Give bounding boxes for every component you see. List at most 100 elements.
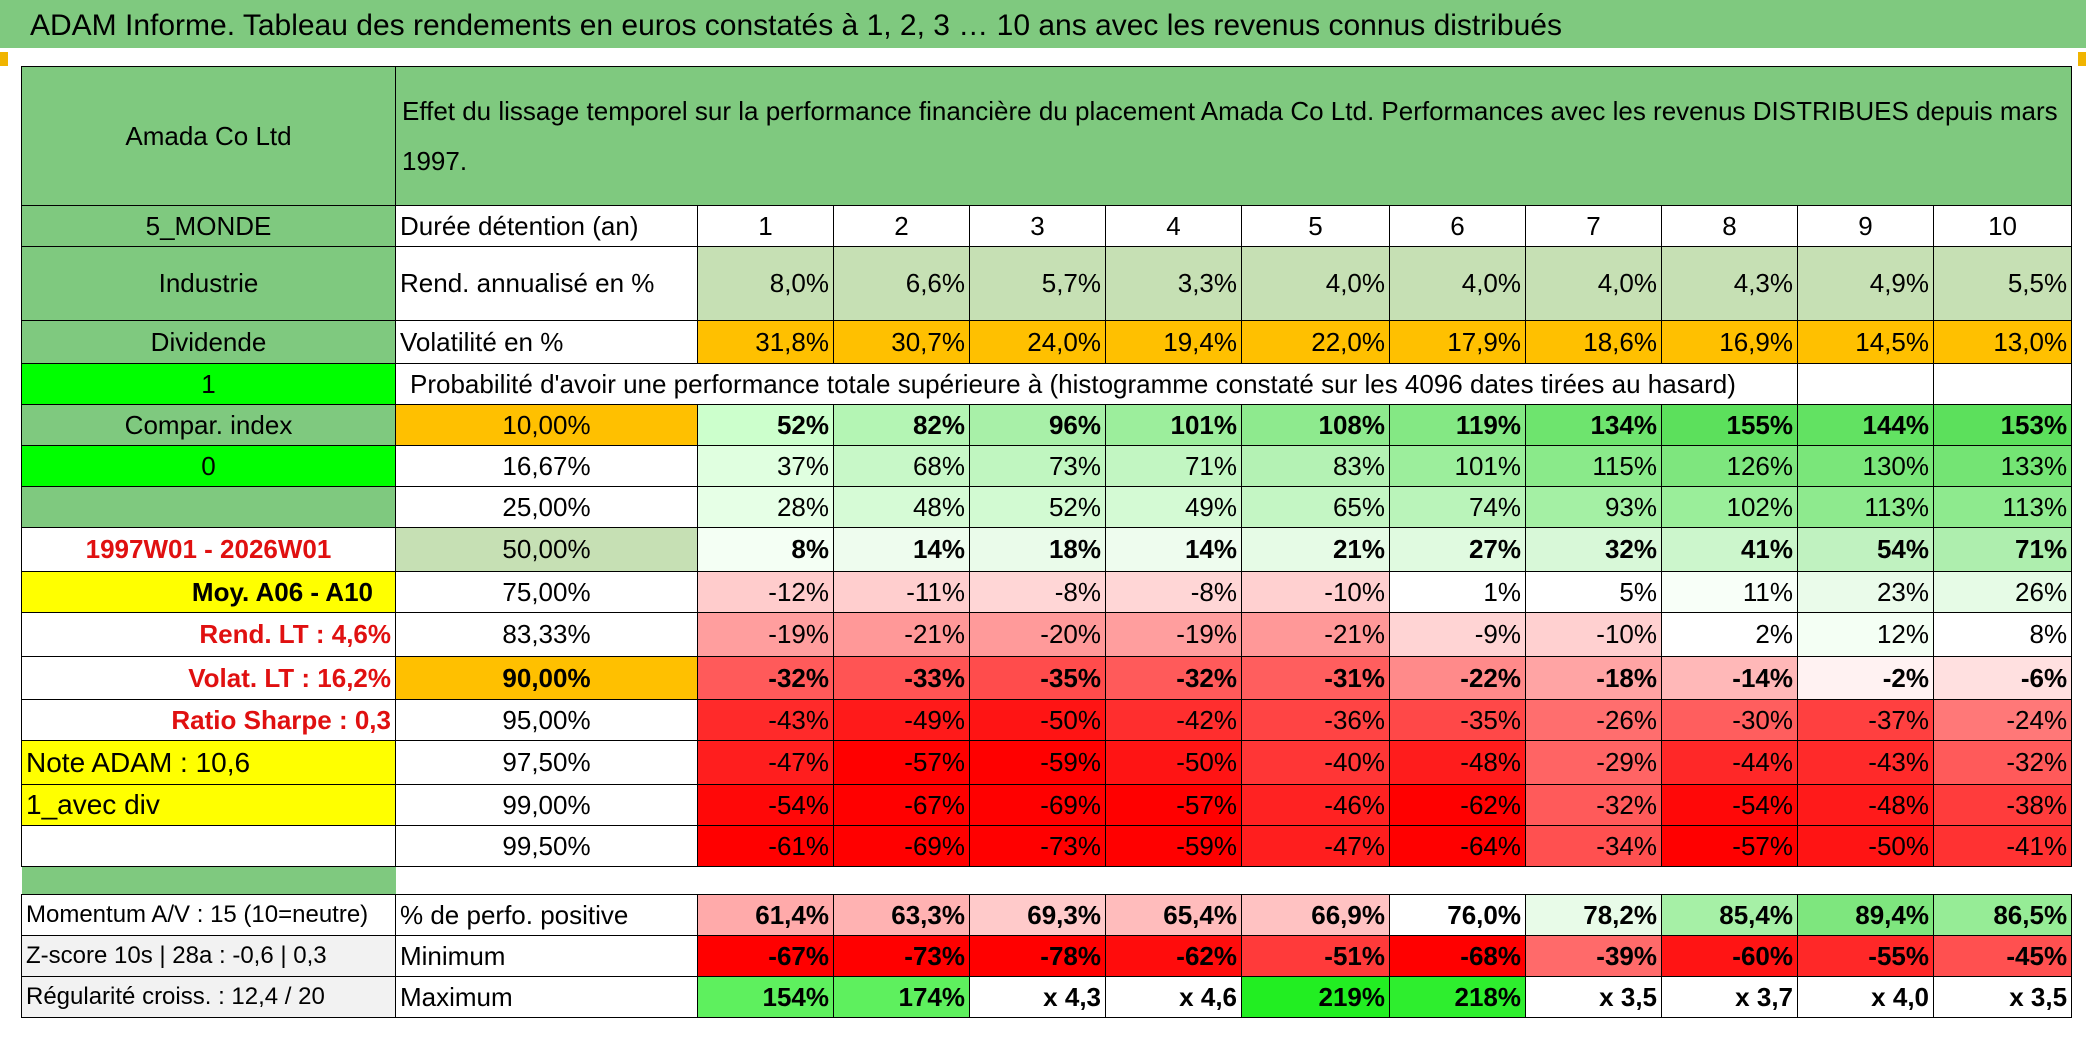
- probability-cell: 102%: [1661, 486, 1798, 528]
- probability-cell: -32%: [1525, 784, 1662, 826]
- minimum-cell: -39%: [1525, 935, 1662, 977]
- volatility-cell: 18,6%: [1525, 320, 1662, 364]
- probability-cell: 26%: [1932, 571, 2073, 613]
- probability-level: 99,50%: [395, 825, 698, 867]
- maximum-cell: 154%: [697, 976, 834, 1018]
- empty-cell: [1932, 363, 2073, 405]
- positive-performance-cell: 86,5%: [1932, 894, 2073, 936]
- probability-cell: -37%: [1797, 699, 1934, 741]
- probability-cell: -8%: [969, 571, 1106, 613]
- year-header: 1: [697, 205, 834, 247]
- probability-cell: 68%: [833, 445, 970, 487]
- probability-cell: 133%: [1932, 445, 2073, 487]
- probability-cell: 37%: [697, 445, 834, 487]
- probability-cell: -2%: [1797, 656, 1934, 700]
- probability-cell: -69%: [833, 825, 970, 867]
- volatility-cell: 24,0%: [969, 320, 1106, 364]
- minimum-cell: -55%: [1797, 935, 1934, 977]
- positive-performance-cell: 66,9%: [1241, 894, 1390, 936]
- probability-cell: 2%: [1661, 612, 1798, 657]
- probability-cell: 65%: [1241, 486, 1390, 528]
- volatility-cell: 14,5%: [1797, 320, 1934, 364]
- probability-cell: 28%: [697, 486, 834, 528]
- minimum-cell: -45%: [1932, 935, 2073, 977]
- probability-cell: -54%: [1661, 784, 1798, 826]
- period-label: 1997W01 - 2026W01: [21, 527, 396, 572]
- minimum-cell: -67%: [697, 935, 834, 977]
- zscore-label: Z-score 10s | 28a : -0,6 | 0,3: [21, 935, 396, 977]
- probability-cell: -33%: [833, 656, 970, 700]
- volatility-cell: 30,7%: [833, 320, 970, 364]
- probability-row: Compar. index 10,00% 52% 82% 96% 101% 10…: [21, 404, 2073, 446]
- probability-cell: 155%: [1661, 404, 1798, 446]
- probability-cell: -59%: [969, 740, 1106, 785]
- volatility-cell: 17,9%: [1389, 320, 1526, 364]
- probability-cell: -41%: [1932, 825, 2073, 867]
- probability-cell: 71%: [1105, 445, 1242, 487]
- probability-cell: -21%: [833, 612, 970, 657]
- probability-cell: -61%: [697, 825, 834, 867]
- maximum-cell: x 3,5: [1932, 976, 2073, 1018]
- probability-cell: -42%: [1105, 699, 1242, 741]
- probability-cell: 52%: [969, 486, 1106, 528]
- probability-cell: 134%: [1525, 404, 1662, 446]
- year-header: 5: [1241, 205, 1390, 247]
- probability-cell: 83%: [1241, 445, 1390, 487]
- minimum-cell: -51%: [1241, 935, 1390, 977]
- probability-cell: 21%: [1241, 527, 1390, 572]
- probability-row: Note ADAM : 10,6 97,50% -47% -57% -59% -…: [21, 740, 2073, 785]
- minimum-cell: -78%: [969, 935, 1106, 977]
- maximum-cell: 174%: [833, 976, 970, 1018]
- probability-row: Ratio Sharpe : 0,3 95,00% -43% -49% -50%…: [21, 699, 2073, 741]
- probability-cell: -46%: [1241, 784, 1390, 826]
- probability-level: 99,00%: [395, 784, 698, 826]
- probability-cell: -59%: [1105, 825, 1242, 867]
- probability-cell: -50%: [969, 699, 1106, 741]
- probability-cell: -6%: [1932, 656, 2073, 700]
- probability-cell: 130%: [1797, 445, 1934, 487]
- probability-cell: -44%: [1661, 740, 1798, 785]
- flag-zero-cell: 0: [21, 445, 396, 487]
- empty-green-cell: [21, 486, 396, 528]
- probability-cell: 108%: [1241, 404, 1390, 446]
- probability-cell: 48%: [833, 486, 970, 528]
- probability-cell: -10%: [1525, 612, 1662, 657]
- probability-cell: 74%: [1389, 486, 1526, 528]
- region-label: 5_MONDE: [21, 205, 396, 247]
- probability-cell: -14%: [1661, 656, 1798, 700]
- long-term-return-label: Rend. LT : 4,6%: [21, 612, 396, 657]
- positive-performance-cell: 85,4%: [1661, 894, 1798, 936]
- probability-cell: 18%: [969, 527, 1106, 572]
- probability-cell: -32%: [1105, 656, 1242, 700]
- year-header: 3: [969, 205, 1106, 247]
- probability-row: 1997W01 - 2026W01 50,00% 8% 14% 18% 14% …: [21, 527, 2073, 572]
- probability-cell: -11%: [833, 571, 970, 613]
- dividend-label: Dividende: [21, 320, 396, 364]
- probability-cell: 41%: [1661, 527, 1798, 572]
- minimum-cell: -68%: [1389, 935, 1526, 977]
- positive-performance-label: % de perfo. positive: [395, 894, 698, 936]
- probability-cell: -10%: [1241, 571, 1390, 613]
- positive-performance-cell: 76,0%: [1389, 894, 1526, 936]
- probability-cell: 14%: [1105, 527, 1242, 572]
- probability-cell: 11%: [1661, 571, 1798, 613]
- probability-cell: -48%: [1389, 740, 1526, 785]
- annualized-return-cell: 4,3%: [1661, 246, 1798, 321]
- long-term-volatility-label: Volat. LT : 16,2%: [21, 656, 396, 700]
- volatility-cell: 13,0%: [1932, 320, 2073, 364]
- probability-cell: -57%: [1661, 825, 1798, 867]
- maximum-cell: x 4,0: [1797, 976, 1934, 1018]
- probability-caption: Probabilité d'avoir une performance tota…: [395, 363, 1798, 405]
- probability-cell: -47%: [697, 740, 834, 785]
- dividend-mode-label: 1_avec div: [21, 784, 396, 826]
- probability-cell: -43%: [1797, 740, 1934, 785]
- year-header: 8: [1661, 205, 1798, 247]
- maximum-cell: 219%: [1241, 976, 1390, 1018]
- probability-level: 25,00%: [395, 486, 698, 528]
- volatility-cell: 22,0%: [1241, 320, 1390, 364]
- probability-cell: 32%: [1525, 527, 1662, 572]
- adam-score-label: Note ADAM : 10,6: [21, 740, 396, 785]
- probability-cell: -54%: [697, 784, 834, 826]
- probability-cell: -47%: [1241, 825, 1390, 867]
- flag-one-cell: 1: [21, 363, 396, 405]
